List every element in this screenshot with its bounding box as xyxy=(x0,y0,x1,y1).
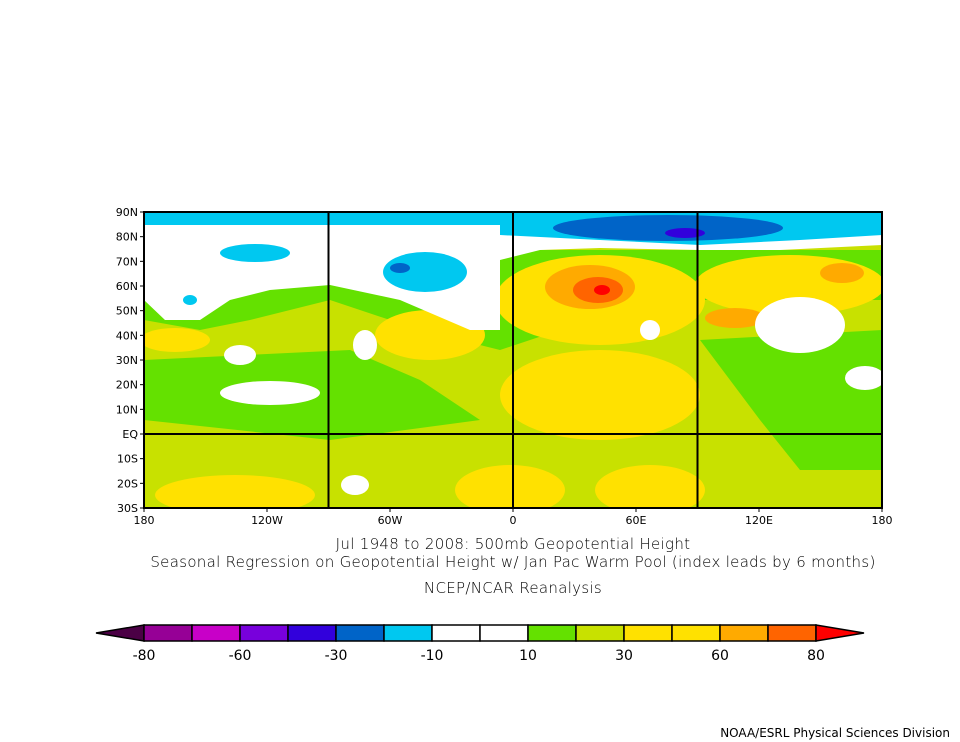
map-axes: 90N80N70N60N50N40N30N20N10NEQ10S20S30S18… xyxy=(116,206,893,527)
lon-label: 0 xyxy=(510,514,517,527)
colorbar-arrow-high xyxy=(815,624,865,642)
title-line-2: Seasonal Regression on Geopotential Heig… xyxy=(150,553,876,571)
lat-label: 40N xyxy=(116,329,138,342)
lon-label: 180 xyxy=(134,514,155,527)
colorbar-swatch xyxy=(767,624,817,642)
lat-label: 30N xyxy=(116,354,138,367)
colorbar-swatch xyxy=(191,624,241,642)
colorbar-swatch xyxy=(527,624,577,642)
title-line-3: NCEP/NCAR Reanalysis xyxy=(423,579,603,597)
lon-label: 60W xyxy=(378,514,403,527)
colorbar-label: 10 xyxy=(519,648,537,664)
colorbar-swatch xyxy=(383,624,433,642)
lat-label: 70N xyxy=(116,255,138,268)
title-line-1: Jul 1948 to 2008: 500mb Geopotential Hei… xyxy=(335,535,691,553)
lat-label: 10S xyxy=(117,453,138,466)
lon-label: 60E xyxy=(626,514,647,527)
lon-label: 120W xyxy=(251,514,283,527)
lat-label: 60N xyxy=(116,280,138,293)
colorbar: -80 -60 -30 -10 10 30 60 80 xyxy=(95,624,865,664)
lat-label: 30S xyxy=(117,502,138,515)
colorbar-label: -30 xyxy=(325,648,348,664)
colorbar-swatch xyxy=(287,624,337,642)
footer-credit: NOAA/ESRL Physical Sciences Division xyxy=(720,726,950,740)
lon-label: 180 xyxy=(872,514,893,527)
colorbar-swatch xyxy=(335,624,385,642)
lat-label: 10N xyxy=(116,403,138,416)
colorbar-label: -10 xyxy=(421,648,444,664)
colorbar-swatch xyxy=(239,624,289,642)
colorbar-swatch xyxy=(623,624,673,642)
colorbar-swatch xyxy=(719,624,769,642)
colorbar-label: 60 xyxy=(711,648,729,664)
colorbar-label: -80 xyxy=(133,648,156,664)
lat-label: 20S xyxy=(117,477,138,490)
colorbar-swatch xyxy=(431,624,481,642)
map-grid xyxy=(144,212,882,508)
colorbar-swatch xyxy=(143,624,193,642)
colorbar-swatch xyxy=(479,624,529,642)
colorbar-swatch xyxy=(575,624,625,642)
colorbar-swatch xyxy=(671,624,721,642)
lat-label: 20N xyxy=(116,379,138,392)
lat-label: EQ xyxy=(122,428,138,441)
lat-label: 90N xyxy=(116,206,138,219)
colorbar-label: 80 xyxy=(807,648,825,664)
colorbar-arrow-low xyxy=(95,624,145,642)
lat-label: 80N xyxy=(116,231,138,244)
colorbar-label: -60 xyxy=(229,648,252,664)
lon-label: 120E xyxy=(745,514,773,527)
colorbar-label: 30 xyxy=(615,648,633,664)
lat-label: 50N xyxy=(116,305,138,318)
